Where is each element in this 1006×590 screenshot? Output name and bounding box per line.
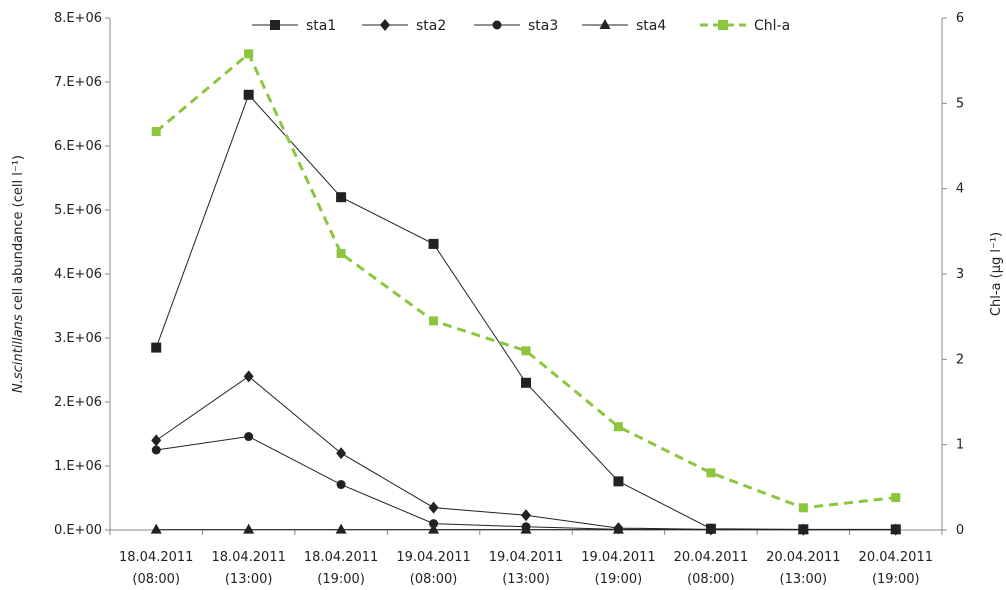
data-point-sta4 [890,523,902,534]
data-point-sta4 [612,523,624,534]
series-layer [150,49,902,536]
legend-item-sta2: sta2 [362,18,446,34]
legend-label: sta2 [416,18,446,34]
legend-item-sta1: sta1 [252,18,336,34]
y-right-tick-label: 6 [956,11,964,26]
data-point-chl-a [521,346,531,356]
series-chl-a [151,49,901,513]
data-point-sta4 [797,523,809,534]
series-sta2 [151,370,901,536]
data-point-sta3 [151,445,161,455]
x-tick-label-time: (13:00) [502,572,550,587]
data-point-chl-a [891,493,901,503]
x-tick-label-date: 19.04.2011 [489,550,563,565]
legend-marker [380,19,390,31]
x-tick-label-time: (08:00) [687,572,735,587]
data-point-chl-a [336,249,346,259]
y-axis-left-title-rest: cell abundance (cell l⁻¹) [11,155,26,314]
x-tick-label-time: (19:00) [872,572,920,587]
data-point-sta2 [428,501,439,514]
x-tick-label-date: 19.04.2011 [396,550,470,565]
y-right-tick-label: 2 [956,352,964,367]
y-right-tick-label: 3 [956,267,964,282]
data-point-chl-a [613,422,623,432]
data-point-sta4 [243,523,255,534]
data-point-sta2 [336,447,347,460]
series-line-sta1 [155,93,896,530]
series-sta1 [151,89,901,535]
legend-label: Chl-a [754,18,790,34]
x-tick-label-date: 18.04.2011 [304,550,378,565]
data-point-chl-a [706,468,716,478]
data-point-sta4 [520,523,532,534]
y-left-tick-label: 7.E+06 [54,75,102,90]
axes-layer: 0.E+00 1.E+06 2.E+06 3.E+06 4.E+06 5.E+06 6.E+… [11,11,1004,587]
y-left-tick-label: 8.E+06 [54,11,102,26]
series-sta4 [150,523,902,534]
data-point-chl-a [429,316,439,326]
y-right-tick-label: 0 [956,523,964,538]
legend-marker [492,20,502,30]
data-point-sta2 [521,509,531,522]
x-tick-label-time: (19:00) [317,572,365,587]
y-left-tick-label: 0.E+00 [54,523,102,538]
y-axis-left-title: N.scintillans cell abundance (cell l⁻¹) [11,155,26,393]
x-tick-label-date: 20.04.2011 [859,550,933,565]
data-point-sta1 [428,238,439,249]
y-left-tick-label: 6.E+06 [54,139,102,154]
data-point-chl-a [244,49,254,59]
data-point-sta4 [150,523,162,534]
x-tick-label-date: 20.04.2011 [674,550,748,565]
data-point-sta3 [429,519,439,529]
legend-label: sta3 [528,18,558,34]
legend-marker [270,20,280,30]
data-point-sta2 [243,370,254,383]
data-point-sta1 [613,476,624,487]
y-left-tick-label: 1.E+06 [54,459,102,474]
series-line-chl-a [155,51,896,510]
x-tick-label-date: 19.04.2011 [581,550,655,565]
y-left-tick-label: 4.E+06 [54,267,102,282]
data-point-sta1 [336,192,347,203]
x-tick-label-time: (13:00) [225,572,273,587]
x-tick-label-time: (08:00) [132,572,180,587]
legend-marker [718,20,728,30]
y-left-tick-label: 5.E+06 [54,203,102,218]
x-tick-label-date: 20.04.2011 [766,550,840,565]
data-point-sta3 [244,432,254,442]
x-tick-label-time: (19:00) [595,572,643,587]
x-tick-label-time: (08:00) [410,572,458,587]
data-point-chl-a [151,126,161,136]
legend: sta1 sta2 sta3 sta4 Chl-a [252,18,790,34]
x-tick-label-time: (13:00) [780,572,828,587]
data-point-chl-a [798,503,808,513]
y-left-tick-label: 3.E+06 [54,331,102,346]
legend-item-chl-a: Chl-a [700,18,790,34]
legend-item-sta4: sta4 [582,18,666,34]
y-right-tick-label: 5 [956,96,964,111]
legend-label: sta1 [306,18,336,34]
y-right-tick-label: 1 [956,438,964,453]
y-left-tick-label: 2.E+06 [54,395,102,410]
legend-item-sta3: sta3 [474,18,558,34]
legend-label: sta4 [636,18,666,34]
x-tick-label-date: 18.04.2011 [119,550,193,565]
data-point-sta4 [705,523,717,534]
data-point-sta3 [336,480,346,490]
data-point-sta2 [151,434,162,447]
y-right-tick-label: 4 [956,182,964,197]
data-point-sta4 [335,523,347,534]
data-point-sta4 [428,523,440,534]
data-point-sta1 [521,377,531,388]
legend-marker [599,19,611,29]
data-point-sta1 [243,89,254,100]
x-tick-label-date: 18.04.2011 [211,550,285,565]
y-axis-right-title: Chl-a (µg l⁻¹) [989,232,1004,316]
y-axis-left-title-italic: N.scintillans [11,314,26,393]
data-point-sta1 [151,342,162,353]
series-line-sta2 [155,375,896,531]
